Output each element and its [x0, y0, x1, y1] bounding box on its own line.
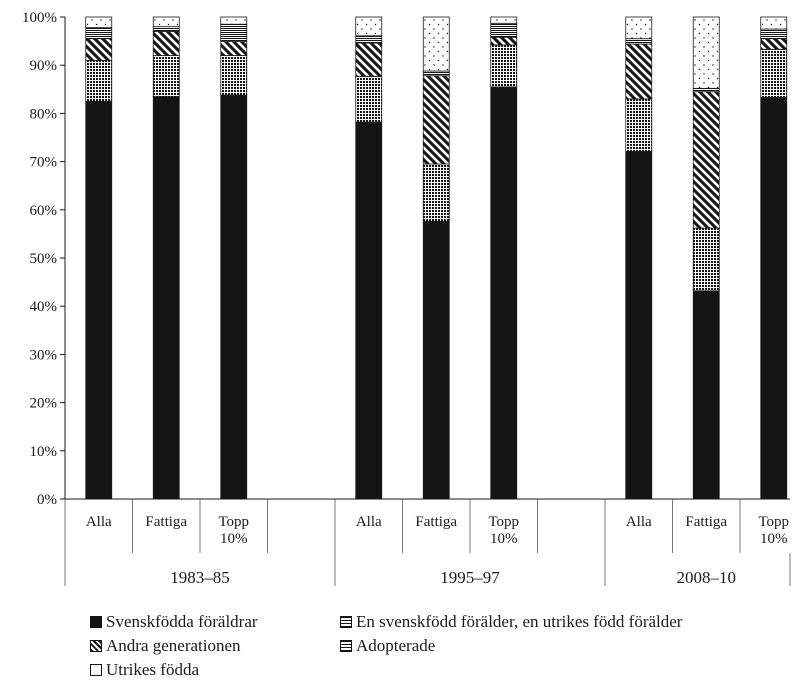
legend-item: Svenskfödda föräldrar — [90, 610, 258, 634]
y-tick-label: 80% — [30, 106, 58, 122]
bar-segment — [220, 41, 248, 56]
bar-segment — [625, 43, 653, 100]
bar-segment — [355, 121, 383, 500]
legend-label: Utrikes födda — [106, 660, 200, 679]
legend-swatch — [90, 616, 102, 628]
legend-label: Svenskfödda föräldrar — [106, 612, 258, 631]
bar-segment — [220, 23, 248, 42]
y-tick-label: 50% — [30, 251, 58, 267]
x-category-label: Fattiga — [685, 514, 727, 530]
bar-segment — [85, 16, 113, 29]
bar-segment — [152, 26, 180, 32]
y-tick-label: 70% — [30, 155, 58, 171]
x-category-label: Fattiga — [415, 514, 457, 530]
legend-label: Andra generationen — [106, 636, 241, 655]
x-category-label: Alla — [626, 514, 652, 530]
bar-segment — [152, 96, 180, 500]
y-tick-label: 60% — [30, 203, 58, 219]
x-category-label: Topp — [758, 514, 789, 530]
bar-segment — [152, 31, 180, 56]
bar-segment — [490, 44, 518, 88]
bar-segment — [422, 220, 450, 500]
bar-segment — [220, 55, 248, 96]
x-category-label: 10% — [220, 531, 248, 547]
x-category-label: 10% — [760, 531, 788, 547]
bar-segment — [422, 70, 450, 77]
legend-item: Utrikes födda — [90, 658, 199, 682]
legend-item: En svenskfödd förälder, en utrikes född … — [340, 610, 682, 634]
bar-segment — [625, 98, 653, 152]
bar-segment — [490, 86, 518, 500]
bar-segment — [692, 87, 720, 93]
bar-segment — [760, 97, 788, 500]
x-category-label: Alla — [356, 514, 382, 530]
bar-segment — [422, 75, 450, 165]
bar-segment — [760, 28, 788, 40]
bar-segment — [692, 290, 720, 500]
bar-segment — [490, 36, 518, 46]
legend-item: Adopterade — [340, 634, 435, 658]
bar-segment — [422, 16, 450, 72]
bar-segment — [760, 16, 788, 30]
y-tick-label: 0% — [37, 492, 57, 508]
legend-label: En svenskfödd förälder, en utrikes född … — [356, 612, 683, 631]
bar-segment — [760, 38, 788, 50]
bar-segment — [152, 55, 180, 97]
bar-segment — [85, 100, 113, 500]
x-group-label: 1995–97 — [440, 568, 500, 587]
bar-segment — [220, 16, 248, 25]
y-tick-label: 90% — [30, 58, 58, 74]
legend-swatch — [90, 664, 102, 676]
legend-swatch — [340, 640, 352, 652]
legend-label: Adopterade — [356, 636, 436, 655]
bar-segment — [692, 91, 720, 229]
x-category-label: 10% — [490, 531, 518, 547]
bar-segment — [760, 48, 788, 98]
bar-segment — [152, 16, 180, 28]
bar-segment — [355, 16, 383, 37]
x-category-label: Topp — [218, 514, 249, 530]
bar-segment — [625, 38, 653, 45]
y-tick-label: 100% — [22, 10, 57, 26]
legend-item: Andra generationen — [90, 634, 241, 658]
bar-segment — [490, 22, 518, 38]
y-tick-label: 30% — [30, 347, 58, 363]
bar-segment — [422, 163, 450, 222]
bar-segment — [355, 75, 383, 123]
x-category-label: Alla — [86, 514, 112, 530]
x-group-label: 2008–10 — [677, 568, 737, 587]
bar-segment — [85, 59, 113, 102]
bar-segment — [220, 94, 248, 500]
bar-segment — [355, 35, 383, 44]
bar-segment — [490, 16, 518, 24]
legend-swatch — [340, 616, 352, 628]
legend-swatch — [90, 640, 102, 652]
x-category-label: Topp — [488, 514, 519, 530]
y-tick-label: 10% — [30, 444, 58, 460]
x-group-label: 1983–85 — [170, 568, 230, 587]
bar-segment — [85, 27, 113, 40]
bar-segment — [692, 16, 720, 89]
y-tick-label: 40% — [30, 299, 58, 315]
bar-segment — [355, 42, 383, 77]
y-tick-label: 20% — [30, 396, 58, 412]
x-category-label: Fattiga — [145, 514, 187, 530]
bar-segment — [625, 16, 653, 40]
bar-segment — [625, 151, 653, 500]
bar-segment — [692, 227, 720, 292]
bar-segment — [85, 38, 113, 61]
